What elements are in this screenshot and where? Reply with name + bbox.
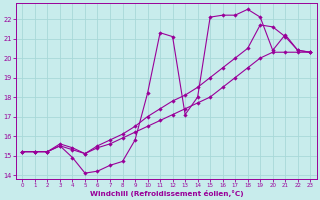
X-axis label: Windchill (Refroidissement éolien,°C): Windchill (Refroidissement éolien,°C) — [90, 190, 243, 197]
